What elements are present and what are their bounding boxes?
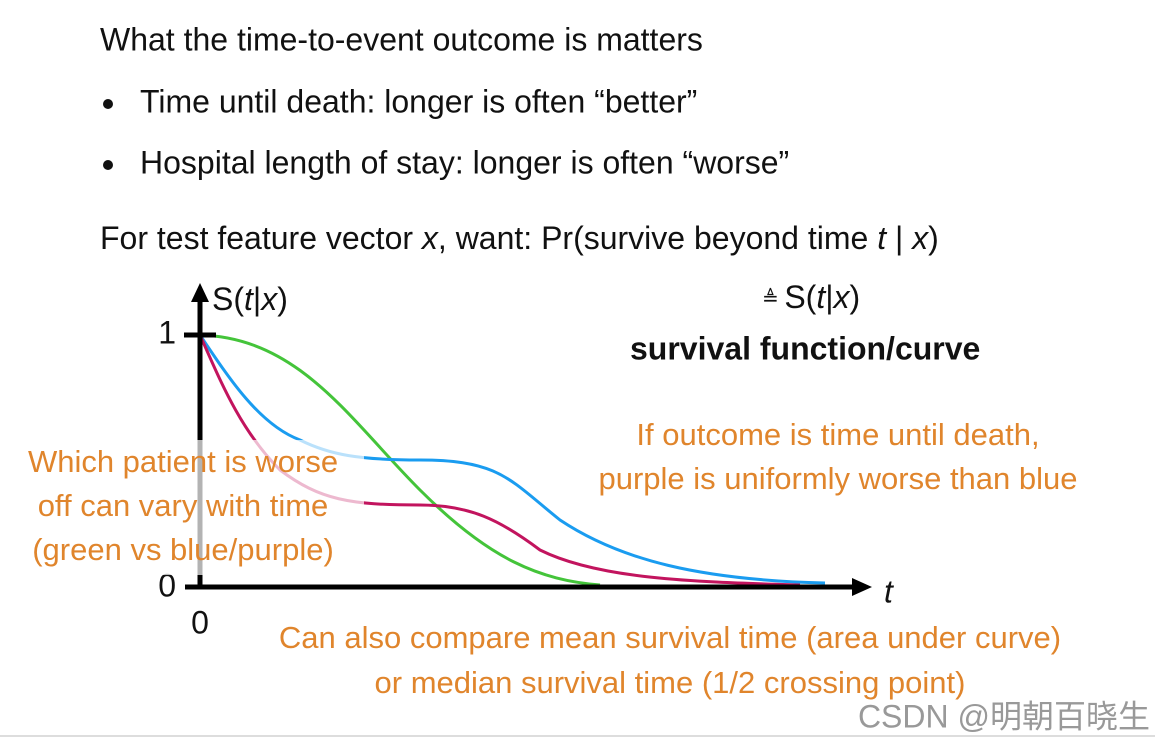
text: S( (212, 281, 244, 317)
text: x (910, 220, 929, 256)
bullet: Hospital length of stay: longer is often… (140, 144, 789, 180)
annotation: (green vs blue/purple) (32, 532, 334, 567)
annotation-backdrop (4, 440, 364, 575)
text: x (832, 279, 851, 315)
annotation: Which patient is worse (28, 444, 338, 479)
y-arrow (191, 283, 209, 302)
y-tick-label: 1 (158, 314, 176, 350)
text: t (816, 279, 826, 315)
text: S( (784, 279, 816, 315)
text: x (259, 281, 278, 317)
text: For test feature vector (100, 220, 422, 256)
definition-name: survival function/curve (630, 330, 980, 366)
blue-curve (198, 334, 826, 585)
annotation: Can also compare mean survival time (are… (279, 620, 1061, 655)
annotation: If outcome is time until death, (636, 417, 1039, 452)
annotation: purple is uniformly worse than blue (598, 461, 1077, 496)
text: ) (850, 279, 861, 315)
text: , want: (438, 220, 541, 256)
watermark: CSDN @明朝百晓生 (858, 698, 1150, 734)
y-tick-label: 0 (158, 567, 176, 603)
bullet-dot (103, 99, 113, 109)
purple-curve (198, 334, 801, 587)
text: ) (277, 281, 288, 317)
text: t (877, 220, 887, 256)
question: For test feature vector x, want: Pr(surv… (100, 220, 939, 256)
definition: ≜ S(t|x) (762, 279, 860, 315)
bullet-dot (103, 160, 113, 170)
text: ≜ (762, 287, 784, 310)
text: | (825, 279, 833, 315)
green-curve (199, 333, 601, 587)
text: | (886, 220, 912, 256)
text: ) (928, 220, 939, 256)
text: t (244, 281, 254, 317)
x-tick-label: 0 (191, 604, 209, 640)
annotation: off can vary with time (38, 488, 329, 523)
text: x (420, 220, 439, 256)
heading: What the time-to-event outcome is matter… (100, 21, 703, 57)
bullet: Time until death: longer is often “bette… (140, 83, 697, 119)
x-arrow (852, 578, 872, 596)
text: | (253, 281, 261, 317)
y-axis-label: S(t|x) (212, 281, 288, 317)
annotation: or median survival time (1/2 crossing po… (375, 665, 966, 700)
x-axis-label: t (884, 573, 894, 609)
text: Pr(survive beyond time (541, 220, 877, 256)
